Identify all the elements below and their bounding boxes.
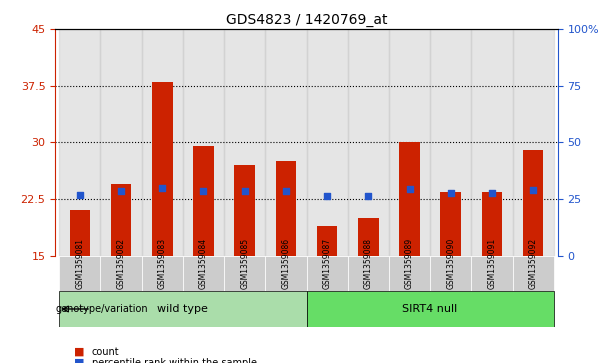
FancyBboxPatch shape [265,256,306,291]
Text: ■: ■ [74,347,84,357]
Title: GDS4823 / 1420769_at: GDS4823 / 1420769_at [226,13,387,26]
Text: count: count [92,347,120,357]
FancyBboxPatch shape [306,256,348,291]
Text: GSM1359083: GSM1359083 [158,238,167,290]
Bar [306,29,348,256]
Bar [440,192,461,256]
Bar [70,211,90,256]
Bar [523,150,543,256]
Bar [142,29,183,256]
Bar [59,29,101,256]
Bar [234,165,255,256]
Text: percentile rank within the sample: percentile rank within the sample [92,358,257,363]
Bar [512,29,554,256]
Text: ■: ■ [74,358,84,363]
FancyBboxPatch shape [59,256,101,291]
Point [116,188,126,194]
Bar [111,184,131,256]
FancyBboxPatch shape [471,256,512,291]
FancyBboxPatch shape [101,256,142,291]
Bar [430,29,471,256]
Bar [482,192,502,256]
FancyBboxPatch shape [183,256,224,291]
Bar [358,218,379,256]
Text: GSM1359090: GSM1359090 [446,238,455,290]
Text: GSM1359088: GSM1359088 [364,238,373,290]
Point [487,191,497,196]
Text: GSM1359081: GSM1359081 [75,238,85,290]
FancyBboxPatch shape [224,256,265,291]
Point [199,188,208,194]
Bar [276,161,296,256]
Text: SIRT4 null: SIRT4 null [403,304,458,314]
FancyBboxPatch shape [306,291,554,327]
Point [322,193,332,199]
Text: GSM1359085: GSM1359085 [240,238,249,290]
Point [405,186,414,192]
Bar [389,29,430,256]
Text: GSM1359084: GSM1359084 [199,238,208,290]
Bar [317,225,337,256]
Bar [265,29,306,256]
FancyBboxPatch shape [59,291,306,327]
Text: GSM1359082: GSM1359082 [116,238,126,290]
Bar [101,29,142,256]
Point [158,185,167,191]
Text: GSM1359092: GSM1359092 [528,238,538,290]
Bar [224,29,265,256]
Point [446,191,455,196]
Bar [471,29,512,256]
FancyBboxPatch shape [389,256,430,291]
Text: GSM1359089: GSM1359089 [405,238,414,290]
Text: genotype/variation: genotype/variation [56,304,148,314]
Text: wild type: wild type [158,304,208,314]
FancyBboxPatch shape [512,256,554,291]
FancyBboxPatch shape [348,256,389,291]
Bar [183,29,224,256]
Text: GSM1359087: GSM1359087 [322,238,332,290]
Bar [193,146,214,256]
Point [240,188,249,194]
FancyBboxPatch shape [430,256,471,291]
Bar [399,142,420,256]
FancyBboxPatch shape [142,256,183,291]
Bar [152,82,173,256]
Text: GSM1359091: GSM1359091 [487,238,497,290]
Bar [348,29,389,256]
Point [364,193,373,199]
Point [75,192,85,197]
Point [528,187,538,193]
Text: GSM1359086: GSM1359086 [281,238,291,290]
Point [281,188,291,194]
